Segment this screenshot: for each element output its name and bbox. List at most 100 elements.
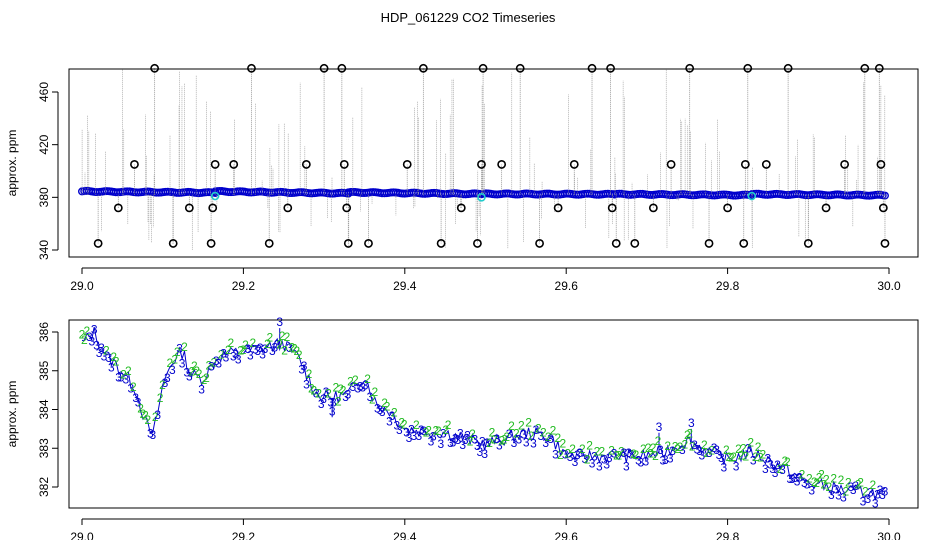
marker-2: 2 xyxy=(311,384,318,398)
outlier-point xyxy=(168,239,178,248)
marker-series: 33 33222333333323322332323233222233232233… xyxy=(79,315,889,511)
marker-2: 2 xyxy=(242,338,249,352)
marker-2: 2 xyxy=(137,402,144,416)
marker-3: 3 xyxy=(791,471,798,485)
marker-2: 2 xyxy=(296,348,303,362)
marker-2: 2 xyxy=(650,441,657,455)
marker-3: 3 xyxy=(789,472,796,486)
marker-2: 2 xyxy=(599,444,606,458)
top-y-tick-label: 380 xyxy=(37,187,51,207)
marker-2: 2 xyxy=(742,449,749,463)
marker-3: 3 xyxy=(301,359,308,373)
marker-3: 3 xyxy=(362,378,369,392)
marker-2: 2 xyxy=(249,336,256,350)
marker-2: 2 xyxy=(818,468,825,482)
marker-3: 3 xyxy=(828,488,835,502)
top-x-tick-label: 29.6 xyxy=(555,279,579,293)
outlier-point xyxy=(685,63,695,73)
marker-3: 3 xyxy=(794,474,801,488)
top-x-tick-label: 30.0 xyxy=(877,279,901,293)
marker-2: 2 xyxy=(677,440,684,454)
marker-3: 3 xyxy=(345,388,352,402)
marker-3: 3 xyxy=(323,385,330,399)
outlier-point xyxy=(247,63,256,73)
marker-3: 3 xyxy=(472,432,479,446)
outlier-point xyxy=(860,63,870,73)
marker-2: 2 xyxy=(645,441,652,455)
marker-2: 2 xyxy=(672,439,679,453)
marker-3: 3 xyxy=(530,437,537,451)
marker-3: 3 xyxy=(667,451,674,465)
outlier-point xyxy=(740,160,750,169)
marker-2: 2 xyxy=(550,424,557,438)
marker-2: 2 xyxy=(806,471,813,485)
marker-3: 3 xyxy=(428,434,435,448)
marker-2: 2 xyxy=(857,475,864,489)
marker-3: 3 xyxy=(657,443,664,457)
marker-3: 3 xyxy=(88,334,95,348)
marker-3: 3 xyxy=(93,339,100,353)
marker-3: 3 xyxy=(186,369,193,383)
profile-series xyxy=(81,326,886,501)
marker-2: 2 xyxy=(838,473,845,487)
marker-3: 3 xyxy=(611,447,618,461)
marker-2: 2 xyxy=(740,442,747,456)
marker-2: 2 xyxy=(640,442,647,456)
marker-2: 2 xyxy=(579,442,586,456)
marker-3: 3 xyxy=(318,397,325,411)
marker-2: 2 xyxy=(293,344,300,358)
marker-3: 3 xyxy=(496,438,503,452)
marker-2: 2 xyxy=(782,454,789,468)
marker-2: 2 xyxy=(193,364,200,378)
marker-2: 2 xyxy=(391,405,398,419)
marker-3: 3 xyxy=(481,447,488,461)
marker-3: 3 xyxy=(313,387,320,401)
marker-2: 2 xyxy=(79,328,86,342)
marker-3: 3 xyxy=(533,423,540,437)
marker-3: 3 xyxy=(379,405,386,419)
marker-3: 3 xyxy=(474,439,481,453)
marker-2: 2 xyxy=(240,343,247,357)
marker-2: 2 xyxy=(140,407,147,421)
marker-2: 2 xyxy=(347,375,354,389)
marker-3: 3 xyxy=(718,451,725,465)
marker-3: 3 xyxy=(462,433,469,447)
outlier-point xyxy=(206,239,216,248)
bottom-y-axis: 382 383 384 385 386 xyxy=(37,322,59,497)
marker-3: 3 xyxy=(176,341,183,355)
marker-3: 3 xyxy=(298,363,305,377)
marker-3: 3 xyxy=(484,436,491,450)
highlighted-point xyxy=(477,193,486,202)
marker-3: 3 xyxy=(274,338,281,352)
marker-3: 3 xyxy=(804,478,811,492)
outlier-point xyxy=(666,160,676,169)
outlier-point xyxy=(436,239,446,248)
marker-2: 2 xyxy=(157,391,164,405)
marker-3: 3 xyxy=(169,363,176,377)
marker-3: 3 xyxy=(833,483,840,497)
marker-3: 3 xyxy=(767,457,774,471)
outlier-point xyxy=(611,239,621,248)
marker-3: 3 xyxy=(320,392,327,406)
marker-3: 3 xyxy=(537,429,544,443)
marker-3: 3 xyxy=(850,483,857,497)
marker-3: 3 xyxy=(494,432,501,446)
marker-3: 3 xyxy=(184,365,191,379)
marker-2: 2 xyxy=(830,471,837,485)
marker-3: 3 xyxy=(108,361,115,375)
marker-2: 2 xyxy=(486,436,493,450)
baseline-series xyxy=(77,186,889,200)
marker-3: 3 xyxy=(437,437,444,451)
marker-3: 3 xyxy=(464,429,471,443)
marker-2: 2 xyxy=(325,387,332,401)
marker-3: 3 xyxy=(542,436,549,450)
marker-3: 3 xyxy=(479,434,486,448)
marker-2: 2 xyxy=(352,373,359,387)
marker-2: 2 xyxy=(279,329,286,343)
marker-3: 3 xyxy=(98,341,105,355)
marker-3: 3 xyxy=(330,396,337,410)
marker-2: 2 xyxy=(664,439,671,453)
marker-3: 3 xyxy=(840,490,847,504)
marker-3: 3 xyxy=(208,360,215,374)
marker-3: 3 xyxy=(596,460,603,474)
